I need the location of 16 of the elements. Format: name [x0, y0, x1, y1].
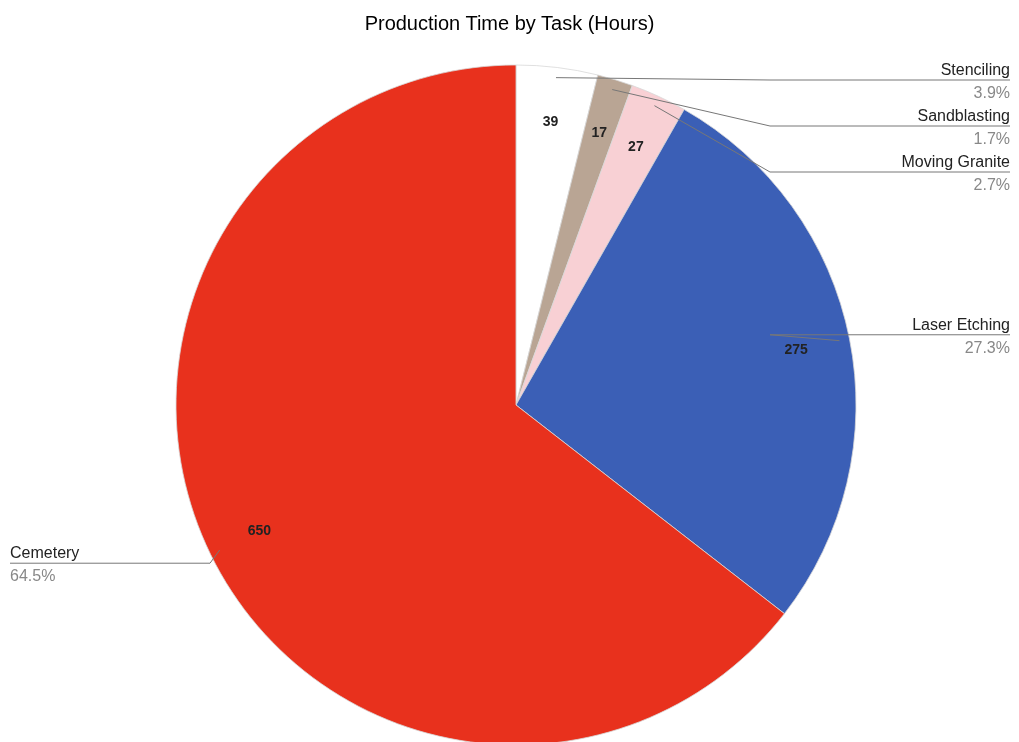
data-label: 27 [628, 137, 644, 154]
data-label: 17 [591, 123, 608, 140]
text: 1.7% [973, 130, 1010, 147]
chart-title: Production Time by Task (Hours) [364, 12, 655, 34]
data-label: 275 [784, 341, 808, 358]
slice-label: Stenciling [940, 61, 1010, 78]
text: 27.3% [964, 338, 1010, 356]
slice-label: Moving Granite [901, 153, 1011, 170]
slice-label: Sandblasting [917, 107, 1010, 124]
slice-label: Laser Etching [912, 315, 1010, 333]
text: 2.7% [973, 176, 1010, 193]
data-label: 650 [247, 522, 272, 539]
data-label: 39 [542, 113, 559, 130]
text: 64.5% [10, 567, 56, 585]
text: 3.9% [973, 84, 1010, 101]
slice-label: Cemetery [10, 544, 80, 562]
